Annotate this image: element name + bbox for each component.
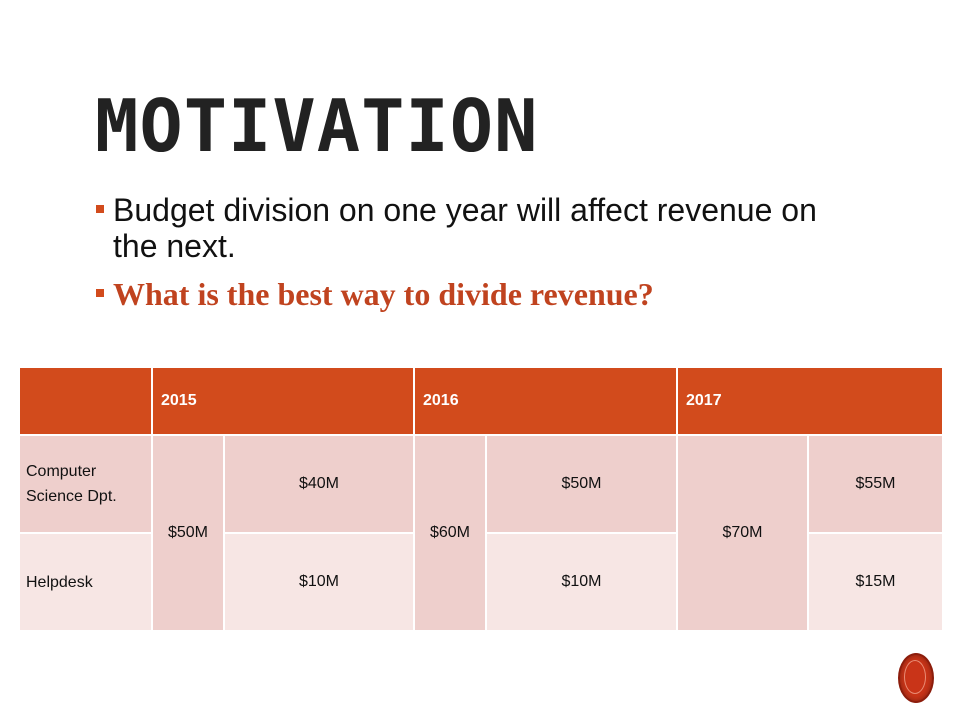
table-header-row: 2015 2016 2017	[18, 366, 944, 436]
bullet-item: Budget division on one year will affect …	[96, 192, 856, 264]
total-2017: $70M	[676, 434, 809, 632]
row-label-computer-science: Computer Science Dpt.	[18, 434, 153, 534]
bullet-item-emphasis: What is the best way to divide revenue?	[96, 276, 856, 312]
total-2015: $50M	[151, 434, 225, 632]
year-header-2017: 2017	[676, 366, 944, 436]
table-corner-cell	[18, 366, 153, 436]
bullet-list: Budget division on one year will affect …	[96, 192, 856, 312]
total-2016: $60M	[413, 434, 487, 632]
bullet-text: Budget division on one year will affect …	[113, 192, 817, 264]
square-bullet-icon	[96, 289, 104, 297]
year-header-2016: 2016	[413, 366, 678, 436]
budget-table: 2015 2016 2017 Computer Science Dpt. $50…	[18, 366, 944, 632]
year-header-2015: 2015	[151, 366, 415, 436]
cs-2017-value: $55M	[807, 434, 944, 534]
helpdesk-2016-value: $10M	[485, 532, 678, 632]
cs-2016-value: $50M	[485, 434, 678, 534]
row-label-helpdesk: Helpdesk	[18, 532, 153, 632]
cs-2015-value: $40M	[223, 434, 415, 534]
square-bullet-icon	[96, 205, 104, 213]
helpdesk-2015-value: $10M	[223, 532, 415, 632]
bullet-text: What is the best way to divide revenue?	[113, 276, 654, 312]
red-seal-icon	[898, 653, 934, 703]
table-row: Computer Science Dpt. $50M $40M $60M $50…	[18, 434, 944, 632]
helpdesk-2017-value: $15M	[807, 532, 944, 632]
slide-title: MOTIVATION	[95, 84, 539, 168]
table-row: Helpdesk $10M $10M $15M	[18, 532, 944, 632]
